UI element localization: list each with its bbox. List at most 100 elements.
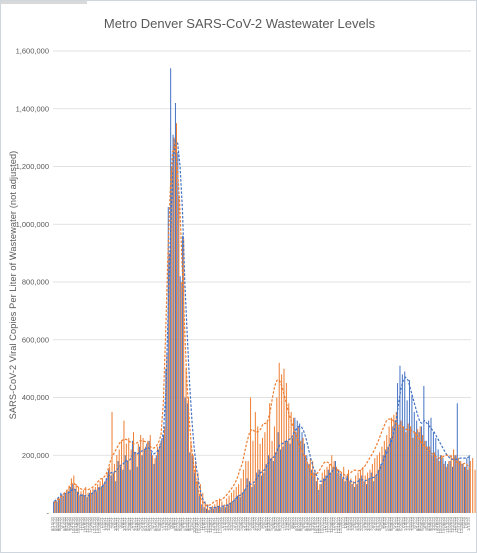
bar: [370, 472, 372, 513]
bar: [88, 492, 90, 513]
bar: [349, 481, 351, 513]
x-tick-label: 5/3/21: [138, 516, 143, 528]
x-tick-label: 12/21/20: [94, 516, 99, 533]
bar: [400, 420, 402, 513]
bar: [63, 492, 65, 513]
bar: [210, 507, 212, 513]
x-tick-label: 5/8/23: [382, 516, 387, 528]
x-tick-label: 5/23/22: [266, 516, 271, 531]
bar: [82, 489, 84, 513]
x-tick-label: 12/18/23: [457, 516, 462, 533]
bar: [308, 463, 310, 513]
x-tick-label: 3/27/23: [368, 516, 373, 531]
x-tick-label: 8/8/22: [292, 516, 297, 528]
bar: [239, 497, 241, 513]
bar: [291, 437, 293, 513]
bar: [383, 440, 385, 513]
x-tick-label: 1/25/21: [106, 516, 111, 531]
bar: [428, 420, 430, 513]
bar: [147, 440, 149, 513]
x-tick-label: 9/14/20: [62, 516, 67, 531]
bar: [116, 455, 118, 513]
x-tick-label: 7/18/22: [285, 516, 290, 531]
x-tick-label: 11/7/22: [322, 516, 327, 530]
bar: [431, 455, 433, 513]
bar: [289, 443, 291, 513]
x-tick-label: 8/24/20: [55, 516, 60, 531]
x-tick-label: 3/8/21: [120, 516, 125, 528]
bar: [56, 501, 58, 513]
bar: [302, 437, 304, 513]
bar: [407, 423, 409, 513]
bar: [58, 498, 60, 513]
bar: [456, 403, 458, 513]
x-tick-label: 2/27/23: [359, 516, 364, 531]
bar: [381, 446, 383, 513]
bar: [161, 437, 163, 513]
x-tick-label: 9/19/22: [306, 516, 311, 531]
bar: [179, 276, 181, 513]
bar: [244, 489, 246, 513]
x-tick-label: 10/16/23: [436, 516, 441, 533]
x-tick-label: 4/19/21: [134, 516, 139, 531]
bar: [290, 411, 292, 513]
x-tick-label: 11/16/20: [83, 516, 88, 533]
x-tick-label: 11/2/20: [78, 516, 83, 530]
bar: [139, 446, 141, 513]
x-tick-label: 3/13/23: [364, 516, 369, 531]
bar: [110, 475, 112, 513]
x-tick-label: 8/9/21: [171, 516, 176, 528]
x-tick-label: 2/1/21: [108, 516, 113, 528]
bar: [325, 475, 327, 513]
bar: [328, 463, 330, 513]
bar: [357, 472, 359, 513]
bar: [327, 469, 329, 513]
bar: [321, 472, 323, 513]
bar: [173, 137, 175, 514]
x-tick-label: 10/9/23: [433, 516, 438, 531]
x-tick-label: 9/27/21: [187, 516, 192, 531]
bar: [241, 492, 243, 513]
bar: [386, 435, 388, 513]
bar: [416, 420, 418, 513]
bar: [374, 458, 376, 513]
bar: [232, 501, 234, 513]
x-tick-label: 4/17/23: [375, 516, 380, 531]
x-tick-label: 1/30/23: [350, 516, 355, 531]
x-tick-label: 8/21/23: [417, 516, 422, 531]
bar: [253, 484, 255, 514]
x-tick-label: 9/28/20: [66, 516, 71, 531]
x-tick-label: 4/26/21: [136, 516, 141, 531]
x-tick-label: 1/2/23: [340, 516, 345, 528]
x-tick-label: 3/14/22: [243, 516, 248, 531]
x-tick-label: 2/15/21: [113, 516, 118, 531]
bar: [93, 489, 95, 513]
x-tick-label: 2/6/23: [352, 516, 357, 528]
x-tick-label: 10/23/23: [438, 516, 443, 533]
bar: [62, 495, 64, 513]
bar: [177, 152, 179, 513]
bar: [463, 466, 465, 513]
bar: [389, 437, 391, 513]
bar: [85, 487, 87, 513]
bar: [190, 440, 192, 513]
y-tick-label: 400,000: [22, 393, 49, 402]
x-tick-label: 11/20/23: [447, 516, 452, 533]
x-tick-label: 6/28/21: [157, 516, 162, 531]
bar: [221, 501, 223, 513]
x-tick-label: 11/9/20: [80, 516, 85, 530]
bar: [409, 380, 411, 513]
bar: [192, 455, 194, 513]
bar: [405, 432, 407, 513]
bar: [262, 437, 263, 513]
bar: [182, 235, 184, 514]
bar: [324, 469, 326, 513]
bar: [183, 238, 185, 513]
x-tick-label: 7/11/22: [282, 516, 287, 530]
x-tick-label: 12/12/22: [333, 516, 338, 533]
chart-title: Metro Denver SARS-CoV-2 Wastewater Level…: [103, 16, 376, 31]
bar: [211, 505, 213, 513]
bar: [455, 455, 457, 513]
x-tick-label: 12/26/22: [338, 516, 343, 533]
bar: [440, 455, 442, 513]
